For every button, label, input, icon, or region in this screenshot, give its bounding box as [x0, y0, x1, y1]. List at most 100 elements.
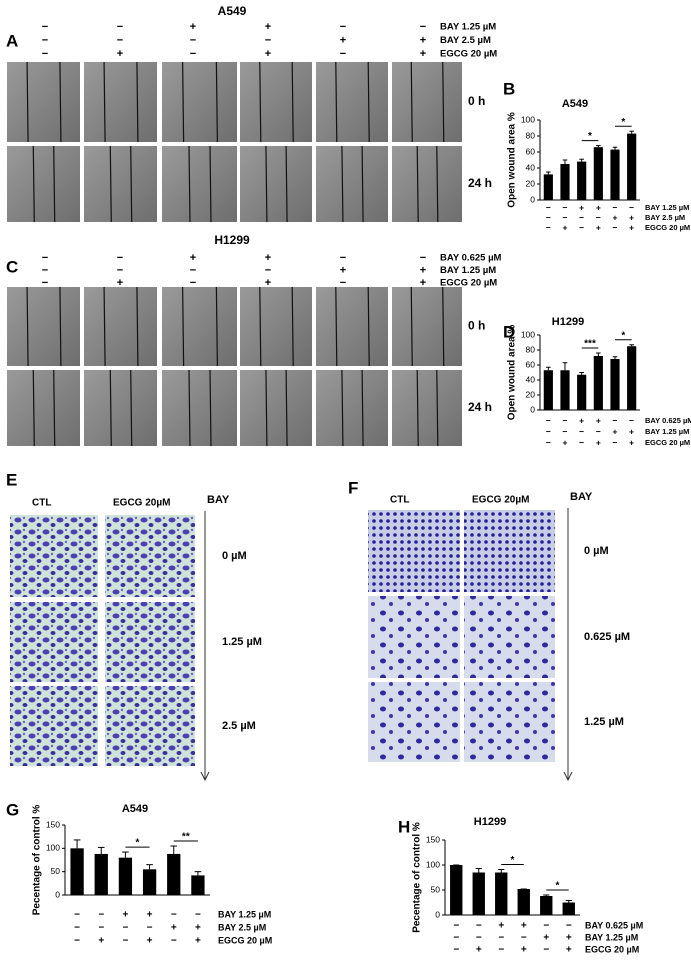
micrograph: [105, 515, 195, 597]
condition-sign: +: [420, 277, 426, 289]
condition-sign: +: [420, 264, 426, 276]
bar: [540, 896, 553, 915]
condition-sign: −: [566, 921, 572, 932]
wound-edge: [361, 369, 364, 447]
condition-sign: −: [117, 34, 123, 46]
chart-title: H1299: [474, 816, 506, 828]
micrograph: [368, 596, 460, 678]
condition-sign: +: [195, 936, 201, 947]
wound-edge: [26, 61, 29, 143]
significance-label: *: [511, 855, 515, 866]
condition-sign: +: [265, 21, 271, 33]
significance-label: **: [182, 832, 190, 843]
micrograph: [392, 62, 462, 142]
bar: [627, 346, 637, 410]
y-axis-label: Pecentage of control %: [412, 822, 423, 933]
panel-label: F: [348, 478, 358, 497]
condition-sign: −: [340, 277, 346, 289]
condition-sign: −: [42, 264, 48, 276]
wound-edge: [209, 145, 212, 223]
condition-label: BAY 1.25 µM: [440, 265, 496, 276]
condition-sign: −: [42, 48, 48, 60]
condition-sign: −: [613, 222, 618, 232]
condition-sign: −: [98, 910, 104, 921]
condition-sign: −: [476, 933, 482, 944]
condition-sign: −: [42, 277, 48, 289]
wound-edge: [103, 61, 106, 143]
micrograph: [392, 370, 462, 446]
condition-sign: +: [543, 933, 549, 944]
significance-label: *: [136, 838, 140, 849]
column-label: EGCG 20µM: [472, 495, 529, 506]
bar: [577, 161, 587, 200]
condition-sign: +: [563, 437, 568, 447]
condition-label: BAY 1.25 µM: [218, 909, 271, 919]
wound-edge: [410, 286, 413, 367]
wound-edge: [136, 286, 139, 367]
micrograph: [10, 602, 98, 682]
micrograph: [316, 287, 388, 366]
y-tick-label: 60: [526, 146, 536, 156]
condition-sign: +: [420, 48, 426, 60]
wound-edge: [215, 61, 218, 143]
wound-edge: [265, 369, 268, 447]
condition-sign: −: [596, 426, 601, 436]
condition-sign: −: [190, 34, 196, 46]
micrograph: [464, 682, 555, 762]
condition-sign: −: [147, 923, 153, 934]
wound-edge: [32, 145, 35, 223]
condition-sign: −: [117, 21, 123, 33]
condition-sign: −: [579, 437, 584, 447]
significance-label: *: [556, 881, 560, 892]
dose-label: 0 µM: [584, 545, 609, 557]
wound-edge: [209, 369, 212, 447]
condition-sign: −: [420, 21, 426, 33]
condition-sign: +: [566, 933, 572, 944]
wound-edge: [285, 369, 288, 447]
condition-sign: −: [340, 48, 346, 60]
y-tick-label: 100: [426, 859, 440, 869]
condition-sign: +: [596, 437, 601, 447]
bar: [610, 359, 620, 410]
column-label: EGCG 20µM: [113, 498, 170, 509]
y-tick-label: 0: [55, 889, 60, 899]
arrow-head: [200, 771, 210, 782]
micrograph: [162, 146, 237, 222]
condition-label: BAY 2.5 µM: [440, 35, 491, 46]
bar: [610, 149, 620, 200]
condition-sign: +: [420, 34, 426, 46]
dose-label: 1.25 µM: [222, 636, 262, 648]
y-tick-label: 20: [526, 178, 536, 188]
bar: [495, 872, 508, 915]
bar: [94, 853, 108, 895]
micrograph: [240, 62, 312, 142]
micrograph: [392, 146, 462, 222]
wound-edge: [259, 61, 262, 143]
y-tick-label: 20: [526, 389, 536, 399]
condition-label: BAY 0.625 µM: [585, 920, 643, 930]
condition-sign: −: [122, 923, 128, 934]
y-tick-label: 50: [51, 866, 61, 876]
micrograph: [316, 62, 388, 142]
condition-label: BAY 1.25 µM: [645, 427, 689, 436]
condition-sign: +: [147, 936, 153, 947]
bar: [543, 174, 553, 200]
condition-sign: −: [546, 415, 551, 425]
chart-title: A549: [562, 98, 588, 110]
chart-title: H1299: [552, 316, 584, 328]
condition-label: EGCG 20 µM: [218, 935, 272, 945]
condition-sign: −: [74, 923, 80, 934]
condition-sign: −: [596, 212, 601, 222]
condition-sign: +: [117, 48, 123, 60]
condition-sign: −: [521, 933, 527, 944]
y-tick-label: 0: [530, 404, 535, 414]
condition-sign: −: [563, 415, 568, 425]
condition-sign: −: [453, 921, 459, 932]
wound-edge: [361, 145, 364, 223]
condition-sign: −: [579, 222, 584, 232]
condition-sign: −: [42, 34, 48, 46]
condition-sign: +: [566, 945, 572, 956]
condition-sign: +: [579, 202, 584, 212]
y-tick-label: 100: [521, 329, 535, 339]
